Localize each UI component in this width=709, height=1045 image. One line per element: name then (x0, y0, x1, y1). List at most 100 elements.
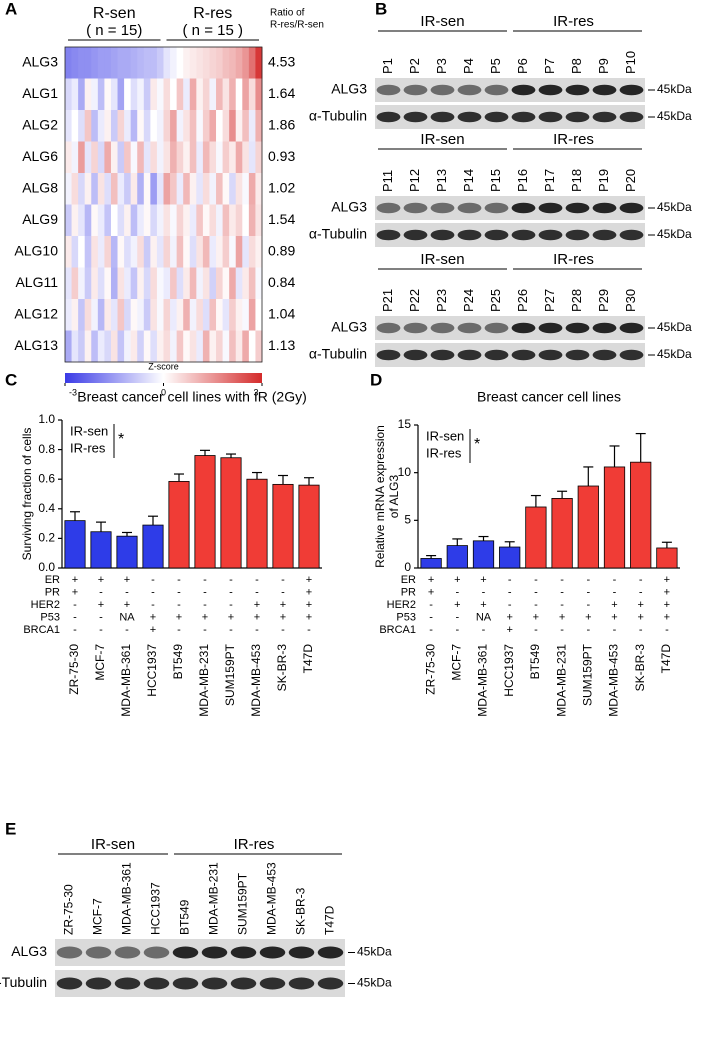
heatmap-cell (104, 141, 112, 174)
heatmap-cell (255, 330, 263, 363)
heatmap-cell (78, 47, 86, 79)
lane-label: P18 (569, 169, 584, 192)
lane-label: P2 (407, 58, 422, 74)
marker-value: - (508, 574, 512, 586)
heatmap-cell (110, 141, 118, 174)
group-name: IR-sen (420, 13, 464, 30)
blot-band (288, 946, 315, 959)
blot-band (592, 322, 617, 334)
marker-value: + (150, 624, 156, 636)
heatmap-cell (137, 267, 145, 300)
heatmap-cell (65, 173, 72, 205)
heatmap-cell (104, 110, 112, 142)
blot-band (430, 322, 455, 334)
marker-value: + (585, 611, 591, 623)
marker-value: + (637, 599, 643, 611)
panel-letter: B (375, 0, 387, 18)
heatmap-cell (255, 299, 263, 331)
lane-label: MCF-7 (91, 898, 105, 935)
heatmap-cell (163, 330, 171, 363)
lane-label: P21 (380, 289, 395, 312)
row-label: ALG9 (22, 211, 58, 227)
y-tick-label: 10 (398, 465, 412, 479)
heatmap-cell (84, 330, 92, 363)
heatmap-cell (71, 141, 79, 174)
heatmap-cell (248, 299, 256, 331)
lane-label: ZR-75-30 (62, 884, 76, 935)
heatmap-cell (84, 141, 92, 174)
heatmap-cell (235, 204, 243, 237)
heatmap-cell (229, 110, 237, 142)
group-name: IR-res (234, 836, 275, 853)
marker-value: + (428, 574, 434, 586)
marker-value: + (506, 624, 512, 636)
heatmap-cell (242, 267, 250, 300)
heatmap-cell (130, 110, 138, 142)
lane-label: P14 (461, 169, 476, 192)
heatmap-cell (110, 110, 118, 142)
blot-row-label: α-Tubulin (309, 108, 367, 124)
marker-value: - (534, 599, 538, 611)
lane-label: P3 (434, 58, 449, 74)
heatmap-cell (150, 47, 158, 79)
panel-letter: A (5, 0, 17, 18)
lane-label: P11 (380, 170, 395, 192)
blot-band (143, 946, 170, 959)
blot-band (259, 946, 286, 959)
heatmap-cell (170, 299, 178, 331)
blot-band (619, 202, 644, 214)
ratio-label: 1.86 (268, 116, 295, 132)
bar (64, 520, 86, 569)
lane-label: P23 (434, 289, 449, 312)
heatmap-cell (150, 267, 158, 300)
marker-value: + (254, 599, 260, 611)
marker-value: - (560, 599, 564, 611)
heatmap-cell (130, 78, 138, 111)
heatmap-cell (189, 299, 197, 331)
heatmap-cell (229, 236, 237, 268)
bar (656, 547, 678, 569)
x-tick-label: HCC1937 (502, 644, 516, 697)
blot-band (172, 946, 199, 959)
heatmap-cell (156, 110, 164, 142)
ratio-label: 1.04 (268, 305, 295, 321)
heatmap-cell (202, 173, 210, 205)
heatmap-cell (202, 267, 210, 300)
blot-band (457, 322, 482, 334)
heatmap-cell (78, 299, 86, 331)
heatmap-cell (170, 173, 178, 205)
heatmap-cell (150, 204, 158, 237)
lane-label: P10 (623, 51, 638, 74)
row-label: ALG2 (22, 116, 58, 132)
heatmap-cell (222, 299, 230, 331)
marker-row-label: PR (45, 586, 60, 598)
group-name: IR-sen (91, 836, 135, 853)
blot-band (403, 202, 428, 214)
heatmap-cell (124, 173, 132, 205)
lane-label: P13 (434, 169, 449, 192)
heatmap-cell (170, 330, 178, 363)
blot-band (376, 322, 401, 334)
blot-band (201, 946, 228, 959)
marker-value: + (176, 611, 182, 623)
heatmap-cell (117, 299, 125, 331)
blot-band (619, 111, 644, 123)
blot-band (376, 111, 401, 123)
heatmap-cell (209, 47, 217, 79)
ratio-title: R-res/R-sen (270, 20, 324, 31)
heatmap-cell (78, 236, 86, 268)
blot-band (619, 84, 644, 96)
heatmap-cell (163, 78, 171, 111)
marker-value: + (664, 586, 670, 598)
heatmap-cell (255, 47, 263, 79)
heatmap-cell (97, 330, 105, 363)
group-name: IR-sen (420, 131, 464, 148)
heatmap-cell (176, 204, 184, 237)
heatmap-cell (110, 47, 118, 79)
group-name: IR-res (553, 131, 594, 148)
lane-label: P24 (461, 289, 476, 312)
heatmap-cell (176, 267, 184, 300)
marker-row-label: HER2 (31, 599, 60, 611)
marker-value: - (307, 624, 311, 636)
